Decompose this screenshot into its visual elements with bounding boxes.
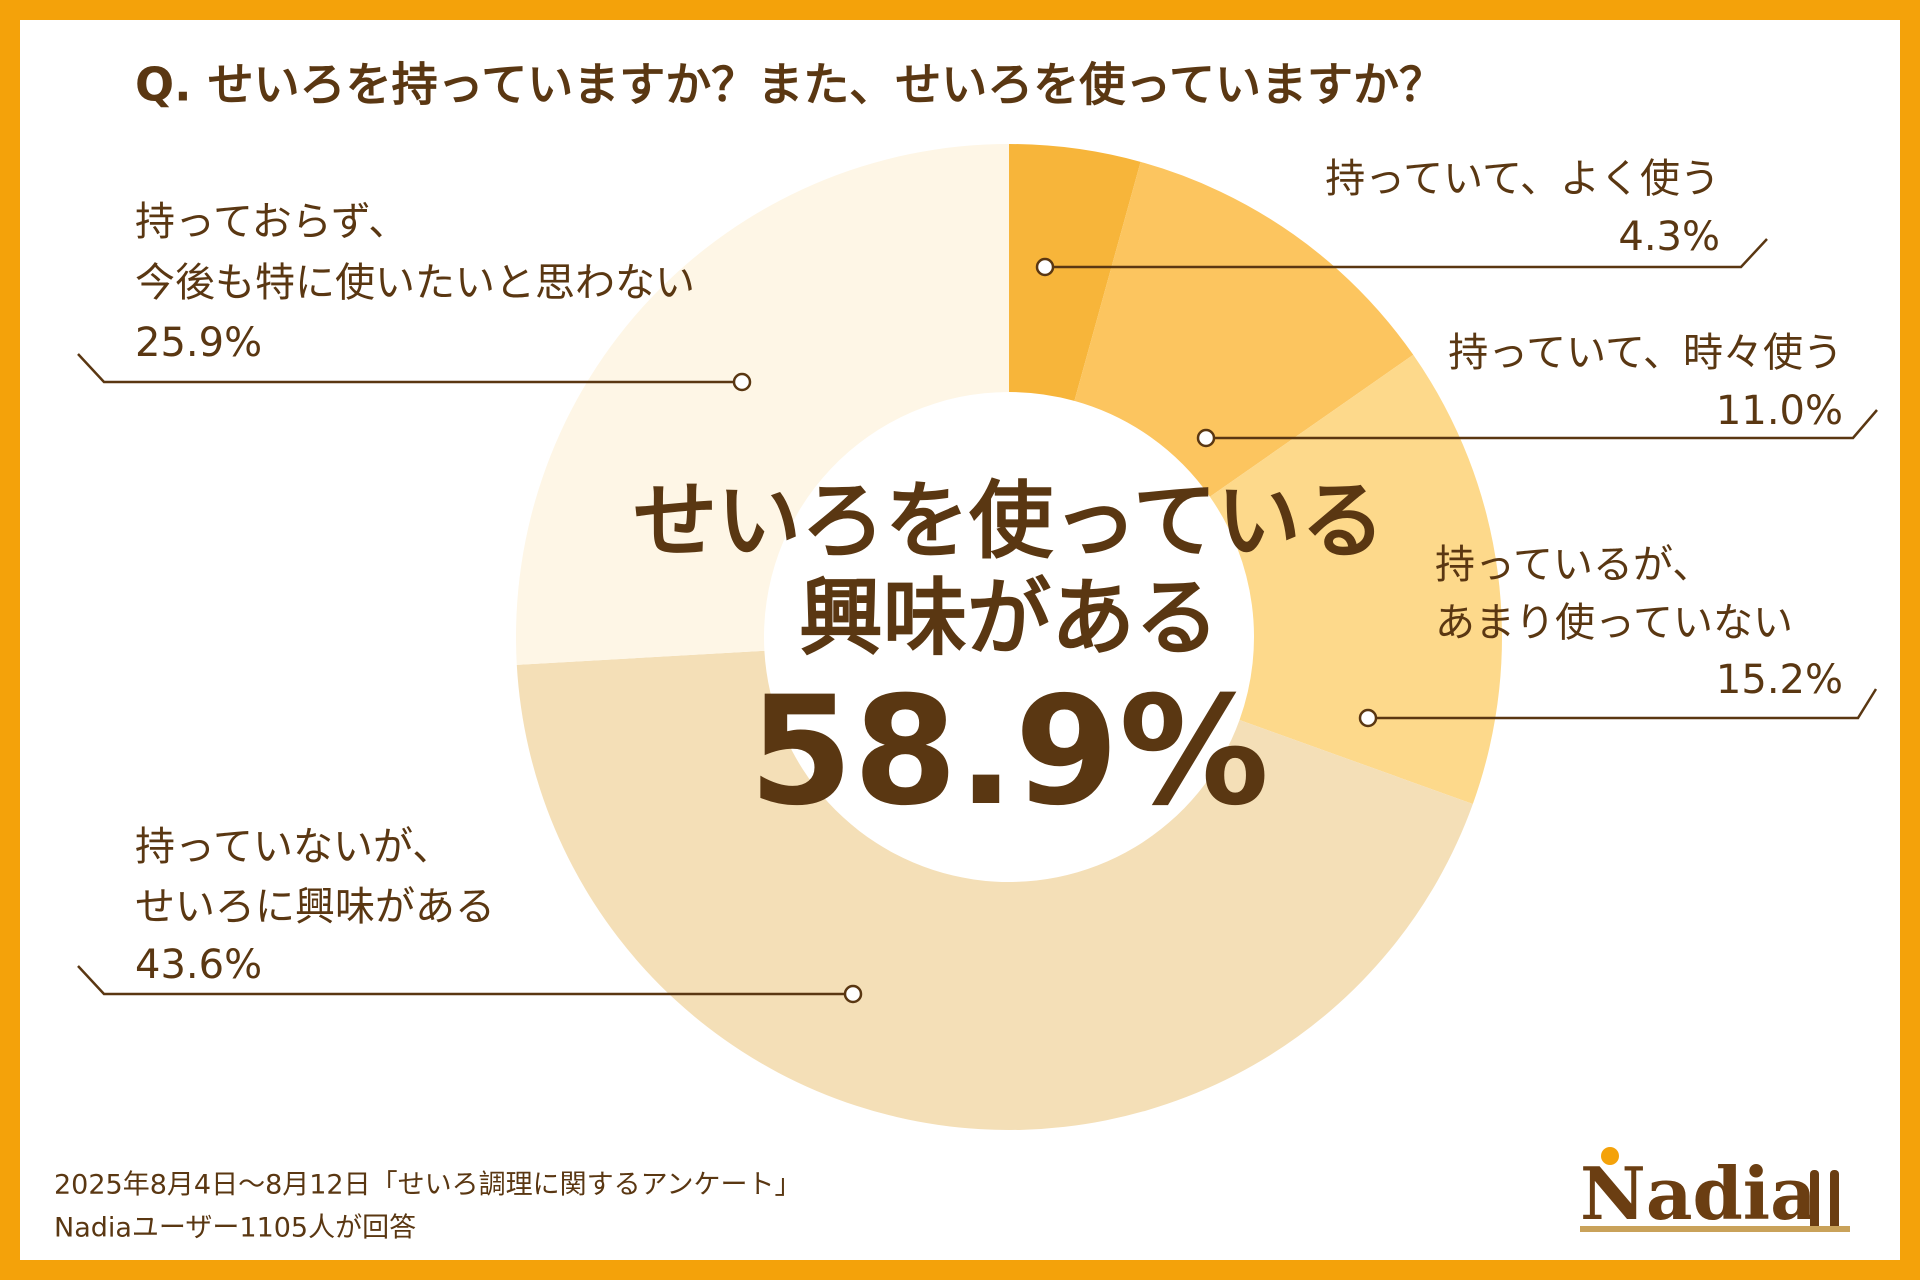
value-label: 25.9% bbox=[135, 320, 262, 366]
logo: Nadia bbox=[1580, 1151, 1817, 1236]
donut-slice bbox=[1074, 161, 1414, 497]
leader-line bbox=[1045, 238, 1768, 269]
leader-dot bbox=[1358, 708, 1378, 728]
value-label: 43.6% bbox=[135, 942, 262, 988]
value-label: 11.0% bbox=[1716, 388, 1843, 434]
leader-line bbox=[1206, 409, 1878, 440]
leader-dot bbox=[843, 984, 863, 1004]
leader-line bbox=[77, 965, 853, 996]
category-label: 持っておらず、今後も特に使いたいと思わない bbox=[135, 199, 695, 306]
category-label: 持っていて、よく使う bbox=[1325, 156, 1720, 202]
category-label: 持っていないが、せいろに興味がある bbox=[135, 824, 495, 930]
footnote: 2025年8月4日～8月12日「せいろ調理に関するアンケート」 bbox=[54, 1170, 802, 1201]
footnote: Nadiaユーザー1105人が回答 bbox=[54, 1213, 416, 1244]
chart-title: Q. せいろを持っていますか？また、せいろを使っていますか？ bbox=[135, 58, 1445, 112]
logo-icon bbox=[1580, 1147, 1850, 1232]
category-label: 持っているが、あまり使っていない bbox=[1435, 542, 1793, 646]
leader-line bbox=[1368, 688, 1878, 720]
donut-slice bbox=[516, 144, 1009, 665]
donut-slice bbox=[516, 650, 1473, 1130]
center-value: 58.9% bbox=[749, 665, 1269, 839]
leader-line bbox=[77, 353, 742, 384]
value-label: 15.2% bbox=[1716, 657, 1843, 703]
leader-dot bbox=[1035, 257, 1055, 277]
value-label: 4.3% bbox=[1618, 214, 1720, 260]
leader-dot bbox=[732, 372, 752, 392]
leader-dot bbox=[1196, 428, 1216, 448]
category-label: 持っていて、時々使う bbox=[1448, 330, 1843, 376]
donut-slice bbox=[1209, 354, 1503, 804]
donut-slice bbox=[1009, 144, 1141, 401]
center-label: せいろを使っている興味がある bbox=[633, 472, 1385, 667]
